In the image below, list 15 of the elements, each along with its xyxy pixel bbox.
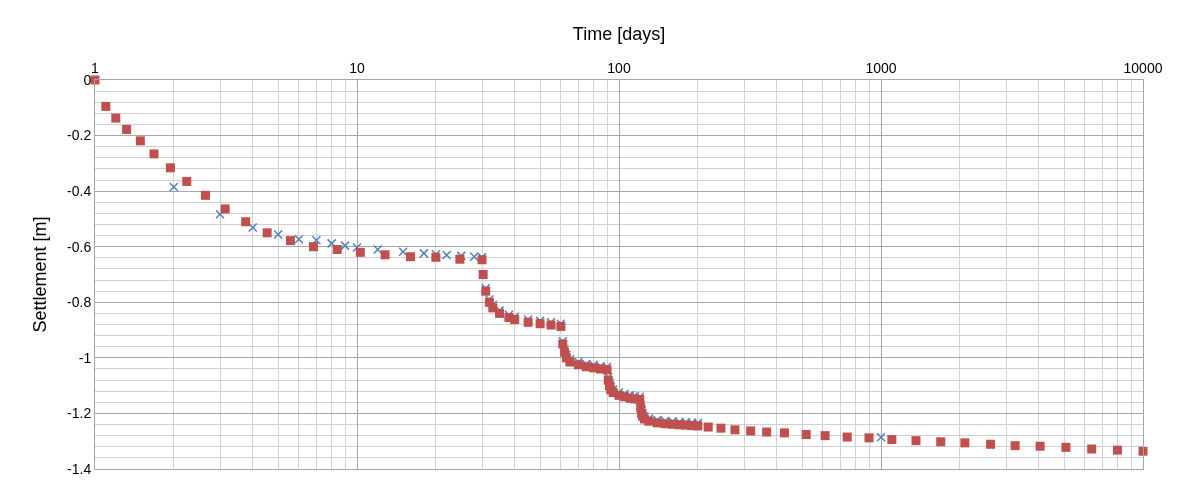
y-axis-title: Settlement [m]	[30, 216, 51, 333]
y-tick-label: -1.2	[67, 405, 92, 422]
y-tick-label: -0.6	[67, 238, 92, 255]
y-tick-label: -0.8	[67, 294, 92, 311]
x-tick-label: 100	[607, 60, 631, 77]
y-tick-label: -0.4	[67, 183, 92, 200]
y-tick-label: -0.2	[67, 127, 92, 144]
x-tick-label: 10000	[1123, 60, 1163, 77]
x-tick-label: 10	[349, 60, 365, 77]
x-axis-title: Time [days]	[572, 23, 666, 44]
y-tick-label: 0	[83, 71, 92, 88]
y-tick-label: -1.4	[67, 460, 92, 477]
x-tick-label: 1	[91, 60, 100, 77]
y-tick-label: -1	[78, 349, 92, 366]
x-tick-label: 1000	[865, 60, 897, 77]
